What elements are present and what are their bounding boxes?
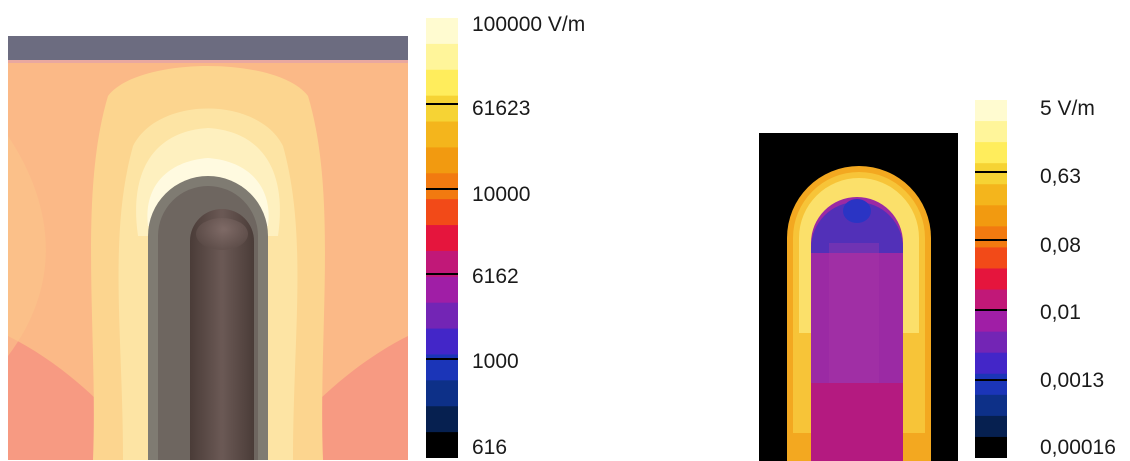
colorbar-cell <box>975 184 1007 206</box>
left-tick-label: 100000 V/m <box>472 13 586 36</box>
colorbar-cell <box>426 199 458 226</box>
colorbar-cell <box>975 205 1007 227</box>
colorbar-cell <box>426 302 458 330</box>
colorbar-cell <box>975 247 1007 269</box>
colorbar-cell <box>426 173 458 200</box>
colorbar-cell <box>426 250 458 278</box>
colorbar-cell <box>426 432 458 458</box>
right-tick-label: 5 V/m <box>1040 97 1095 120</box>
right-colorbar <box>975 100 1007 458</box>
colorbar-cell <box>975 310 1007 333</box>
right-tick-label: 0,01 <box>1040 301 1081 324</box>
colorbar-cell <box>975 226 1007 248</box>
colorbar-cell <box>975 331 1007 354</box>
left-tick-label: 1000 <box>472 350 519 373</box>
left-tick-label: 61623 <box>472 97 531 120</box>
colorbar-cell <box>975 394 1007 417</box>
colorbar-cell <box>975 436 1007 458</box>
colorbar-cell <box>426 95 458 123</box>
left-colorbar <box>426 18 458 458</box>
colorbar-cell <box>426 69 458 97</box>
left-tick-label: 10000 <box>472 183 531 206</box>
colorbar-cell <box>975 352 1007 375</box>
colorbar-cell <box>426 380 458 407</box>
colorbar-cell <box>975 142 1007 164</box>
right-tick-label: 0,0013 <box>1040 369 1105 392</box>
colorbar-cell <box>975 268 1007 291</box>
left-tick-label: 6162 <box>472 265 519 288</box>
right-tick-label: 0,00016 <box>1040 436 1116 459</box>
colorbar-cell <box>975 289 1007 312</box>
colorbar-cell <box>426 328 458 355</box>
colorbar-cell <box>975 121 1007 143</box>
colorbar-cell <box>426 276 458 304</box>
colorbar-cell <box>975 163 1007 185</box>
colorbar-cell <box>426 43 458 71</box>
colorbar-cell <box>426 147 458 174</box>
right-tick-label: 0,08 <box>1040 234 1081 257</box>
colorbar-cell <box>975 373 1007 396</box>
left-field-simulation <box>8 36 408 460</box>
colorbar-cell <box>975 415 1007 438</box>
left-tick-label: 616 <box>472 436 508 459</box>
right-tick-label: 0,63 <box>1040 165 1081 188</box>
colorbar-cell <box>426 406 458 433</box>
right-field-simulation <box>759 133 958 461</box>
colorbar-cell <box>426 225 458 252</box>
colorbar-cell <box>975 100 1007 122</box>
colorbar-cell <box>426 18 458 45</box>
colorbar-cell <box>426 121 458 148</box>
